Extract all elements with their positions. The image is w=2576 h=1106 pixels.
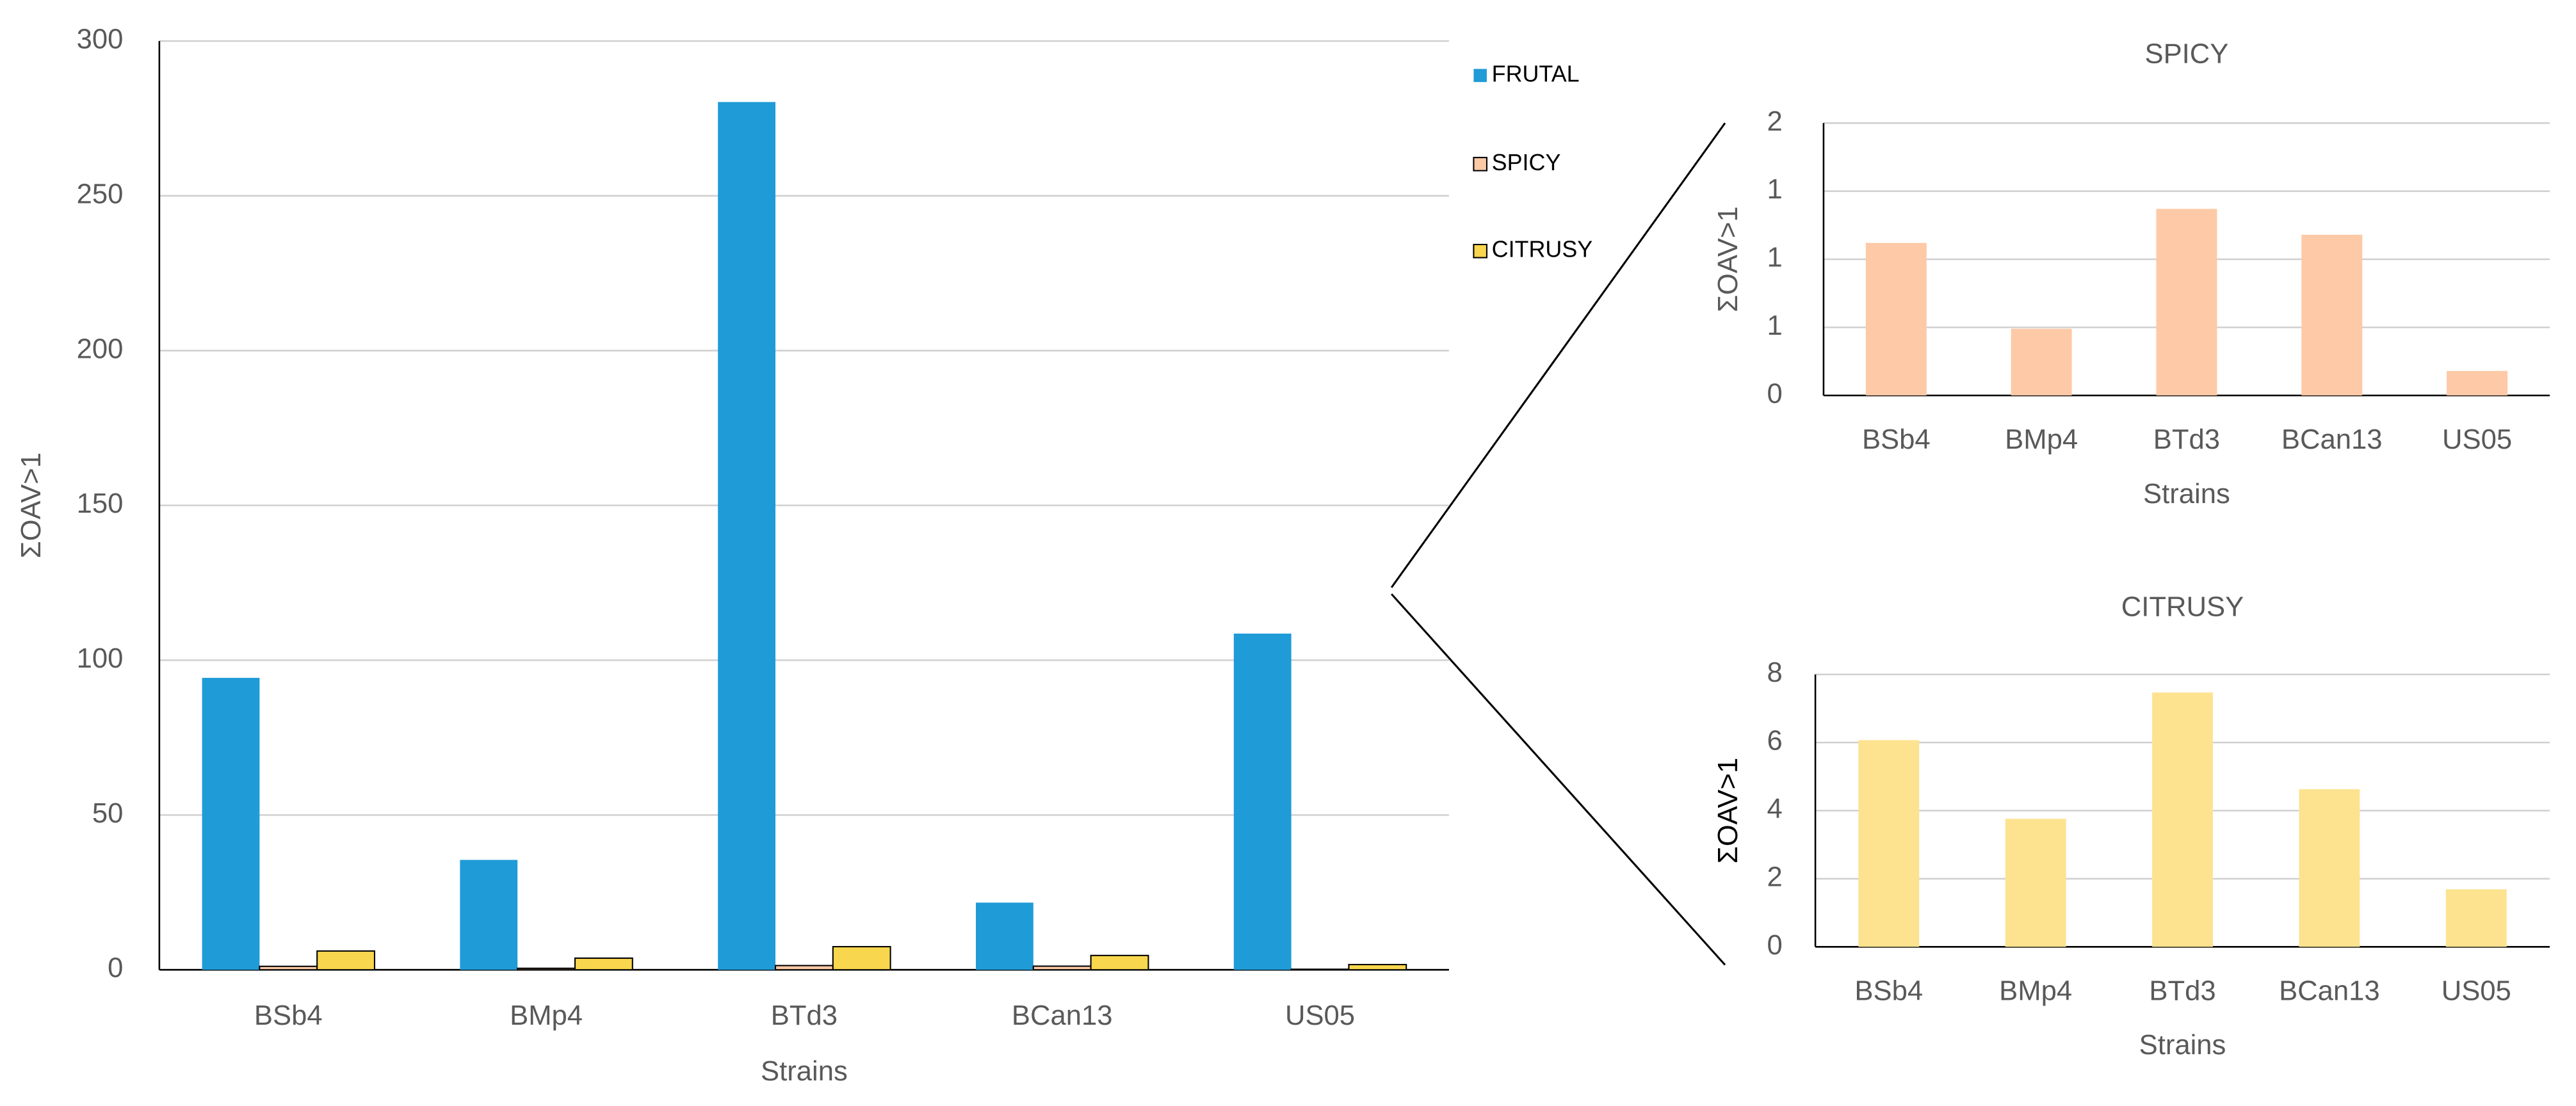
bar (2005, 819, 2066, 947)
x-tick-label: BTd3 (2153, 424, 2220, 455)
bar (1865, 243, 1927, 396)
y-tick-label: 100 (77, 643, 124, 674)
y-tick-label: 250 (77, 179, 124, 209)
bar (1032, 965, 1092, 971)
x-tick-label: BMp4 (510, 1000, 583, 1031)
y-tick-label: 8 (1767, 657, 1783, 688)
x-tick-label: BCan13 (2279, 976, 2380, 1007)
y-tick-label: 0 (1767, 378, 1783, 409)
legend-marker (1473, 68, 1487, 83)
bar (718, 102, 776, 970)
x-tick-label: BTd3 (2149, 976, 2216, 1007)
x-tick-label: US05 (1285, 1000, 1355, 1031)
bar (2445, 889, 2507, 947)
y-tick-label: 1 (1767, 243, 1783, 273)
x-tick-label: BTd3 (771, 1000, 838, 1031)
zoom-connector (1390, 122, 1726, 588)
legend-label: FRUTAL (1492, 61, 1580, 86)
bar (2447, 371, 2508, 396)
bar (202, 678, 260, 970)
x-tick-label: BSb4 (1862, 424, 1931, 455)
y-tick-label: 2 (1767, 862, 1783, 892)
bar (2299, 789, 2360, 947)
bar (1090, 954, 1149, 971)
x-tick-label: US05 (2442, 424, 2512, 455)
chart: 0 50 100 150 200 250 300 ΣOAV>1 Strains BSb4 BMp4 B… (16, 24, 1592, 1087)
y-tick-label: 50 (92, 798, 124, 829)
x-tick-label: US05 (2442, 976, 2511, 1007)
x-tick-label: BCan13 (1012, 1000, 1113, 1031)
y-tick-label: 1 (1767, 310, 1783, 341)
bar (259, 965, 318, 971)
bar (2301, 234, 2363, 396)
bar (1290, 968, 1350, 971)
bar (1348, 964, 1407, 971)
x-tick-label: BMp4 (1999, 976, 2072, 1007)
y-axis-label: ΣOAV>1 (1713, 206, 1744, 312)
bar (1858, 740, 1920, 947)
y-tick-label: 4 (1767, 794, 1783, 824)
bar (316, 950, 376, 971)
legend-marker (1473, 243, 1487, 259)
legend-marker (1473, 157, 1487, 172)
y-tick-label: 300 (77, 24, 124, 55)
x-axis-label: Strains (761, 1056, 848, 1087)
x-tick-label: BSb4 (1854, 976, 1923, 1007)
x-axis-label: Strains (2143, 479, 2230, 509)
bar (1233, 633, 1292, 970)
bar (976, 902, 1033, 970)
chart: SPICY 0 1 1 1 2 ΣOAV>1 Strains BSb4 BMp4 BTd3 BCan1… (1713, 39, 2550, 509)
bar (460, 860, 518, 970)
y-tick-label: 0 (1767, 930, 1783, 961)
chart-title: SPICY (2144, 39, 2228, 70)
x-tick-label: BMp4 (2005, 424, 2078, 455)
x-axis-label: Strains (2139, 1030, 2226, 1061)
y-tick-label: 0 (108, 953, 123, 984)
zoom-connector (1390, 593, 1726, 966)
y-tick-label: 2 (1767, 106, 1783, 137)
chart: CITRUSY 0 2 4 6 8 ΣOAV>1 Strains BSb4 BMp4 BTd3 BCa… (1713, 592, 2550, 1061)
y-tick-label: 1 (1767, 174, 1783, 205)
y-tick-label: 150 (77, 488, 124, 519)
bar (2011, 328, 2072, 396)
y-axis-label: ΣOAV>1 (1713, 758, 1744, 863)
bar (574, 957, 633, 971)
bar (2152, 692, 2213, 947)
y-tick-label: 6 (1767, 726, 1783, 757)
y-tick-label: 200 (77, 333, 124, 364)
bar (517, 967, 576, 971)
bar (774, 965, 834, 971)
legend-label: CITRUSY (1492, 237, 1593, 262)
chart-title: CITRUSY (2121, 592, 2244, 623)
y-axis-label: ΣOAV>1 (16, 453, 47, 558)
x-tick-label: BCan13 (2281, 424, 2383, 455)
bar (832, 946, 891, 971)
x-tick-label: BSb4 (254, 1000, 323, 1031)
bar (2156, 209, 2217, 396)
legend-label: SPICY (1492, 150, 1561, 175)
